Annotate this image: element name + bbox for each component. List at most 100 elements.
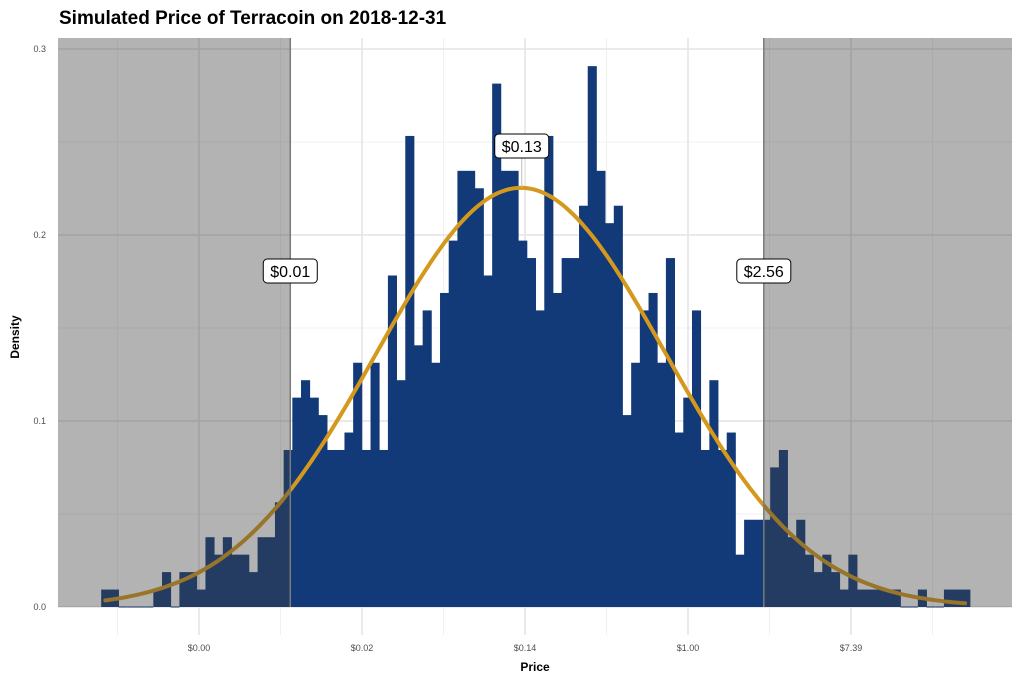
price-label-box [736, 258, 792, 284]
histogram-bar [770, 467, 780, 607]
histogram-bar [274, 502, 285, 607]
price-label: $0.13 [494, 133, 550, 159]
histogram-bars [101, 66, 971, 608]
histogram-bar [935, 606, 944, 608]
histogram-bar [518, 240, 528, 608]
histogram-bar [639, 310, 649, 607]
x-tick-label: $7.39 [840, 643, 863, 653]
histogram-bar [744, 519, 754, 607]
histogram-bar [544, 135, 554, 607]
histogram-bar [144, 606, 154, 608]
histogram-bar [353, 362, 363, 607]
tail-shading [58, 38, 1012, 607]
histogram-bar [292, 397, 302, 607]
histogram-bar [526, 258, 536, 607]
histogram-bar [891, 589, 901, 607]
histogram-bar [135, 606, 145, 608]
y-tick-label: 0.0 [33, 602, 46, 612]
histogram-bar [735, 554, 745, 607]
chart-title: Simulated Price of Terracoin on 2018-12-… [59, 8, 447, 29]
histogram-bar [257, 537, 267, 607]
histogram-bar [413, 345, 424, 607]
price-label-box [262, 258, 318, 284]
histogram-bar [804, 554, 815, 607]
histogram-bar [822, 554, 832, 607]
histogram-bar [874, 589, 884, 607]
histogram-bar [179, 572, 189, 607]
price-label-text: $0.01 [270, 264, 310, 281]
price-label: $0.01 [262, 258, 318, 284]
histogram-bar [691, 310, 702, 607]
histogram-bar [440, 292, 450, 607]
histogram-bar [335, 449, 345, 607]
histogram-bar [552, 292, 563, 607]
histogram-bar [700, 449, 710, 607]
histogram-bar [396, 380, 406, 607]
histogram-bar [796, 519, 806, 607]
price-label-text: $2.56 [744, 264, 784, 281]
x-tick-label: $1.00 [677, 643, 700, 653]
histogram-bar [665, 258, 676, 607]
histogram-bar [309, 397, 319, 607]
histogram-bar [857, 589, 867, 607]
x-axis-label: Price [520, 660, 550, 674]
histogram-bar [596, 170, 606, 607]
histogram-bar [726, 432, 736, 607]
histogram-bar [943, 589, 954, 607]
histogram-bar [344, 432, 354, 607]
histogram-bar [561, 258, 571, 607]
annotations: $0.01 $0.13 $2.56 [262, 133, 792, 284]
histogram-bar [631, 362, 641, 607]
histogram-bar [961, 589, 971, 607]
histogram-bar [605, 223, 615, 607]
y-tick-label: 0.3 [33, 44, 46, 54]
histogram-bar [283, 449, 293, 607]
histogram-bar [240, 554, 250, 607]
histogram-bar [214, 554, 224, 607]
histogram-bar [370, 362, 380, 607]
histogram-bar [952, 589, 962, 607]
price-label-text: $0.13 [502, 139, 542, 156]
histogram-bar [327, 449, 337, 607]
histogram-bar [474, 188, 484, 607]
price-label: $2.56 [736, 258, 792, 284]
histogram-bar [466, 170, 476, 607]
histogram-bar [387, 275, 397, 607]
normal-fit-curve [103, 185, 968, 606]
histogram-bar [301, 380, 311, 607]
axis-ticks: $0.00 $0.02 $0.14 $1.00 $7.39 0.0 0.1 0.2 0.3 [33, 44, 862, 653]
histogram-bar [613, 205, 623, 607]
histogram-bar [709, 380, 719, 607]
histogram-bar [188, 572, 198, 607]
upper-tail-shade [763, 38, 1012, 607]
histogram-bar [787, 537, 797, 607]
histogram-bar [674, 432, 684, 607]
x-tick-label: $0.02 [351, 643, 374, 653]
histogram-bar [909, 606, 918, 608]
histogram-bar [579, 205, 589, 607]
histogram-bar [900, 606, 910, 608]
histogram-bar [839, 589, 849, 607]
histogram-bar [761, 519, 771, 607]
histogram-bar [883, 589, 893, 607]
histogram-bar [118, 606, 128, 608]
histogram-bar [587, 66, 597, 608]
histogram-bar [101, 589, 111, 607]
histogram-bar [813, 572, 823, 607]
histogram-bar [509, 170, 519, 607]
histogram-bar [431, 362, 441, 607]
histogram-bar [535, 310, 545, 607]
histogram-bar [926, 606, 936, 608]
histogram-bar [848, 554, 858, 607]
histogram-bar [231, 554, 241, 607]
histogram-bar [422, 310, 432, 607]
x-tick-label: $0.14 [514, 643, 537, 653]
histogram-bar [830, 572, 841, 607]
histogram-bar [492, 83, 502, 607]
histogram-bar [196, 589, 206, 607]
histogram-bar [865, 589, 875, 607]
histogram-bar [170, 606, 180, 608]
histogram-bar [222, 537, 232, 607]
y-tick-label: 0.2 [33, 230, 46, 240]
